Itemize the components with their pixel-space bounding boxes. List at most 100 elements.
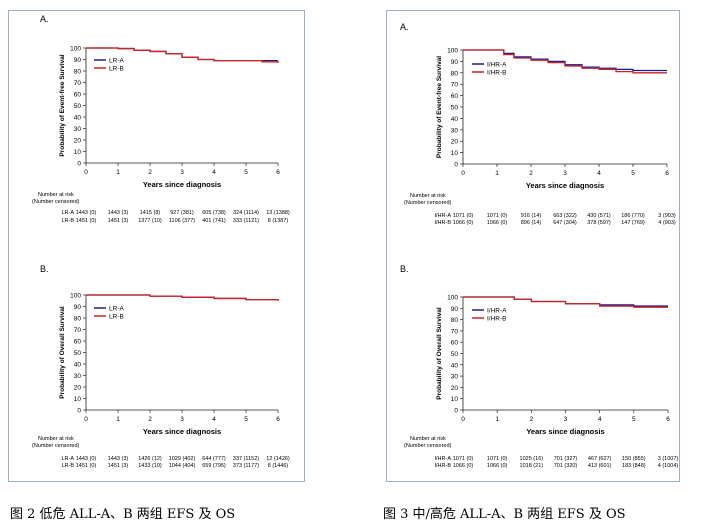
risk-header-0-1: (Number censored) — [32, 199, 80, 205]
y-tick-label-0-9: 90 — [74, 57, 82, 64]
risk-value-3-0-0: 1071 (0) — [453, 456, 474, 462]
risk-value-3-0-5: 150 (855) — [622, 456, 646, 462]
y-tick-label-0-6: 60 — [74, 92, 82, 99]
y-tick-label-2-3: 30 — [451, 127, 459, 134]
risk-row-label-2-1: I/HR-B — [435, 220, 452, 226]
y-axis-label-1: Probability of Overall Survival — [59, 306, 66, 399]
risk-header-0-0: Number at risk — [38, 192, 74, 198]
risk-value-0-1-0: 1451 (0) — [76, 218, 97, 224]
y-tick-label-1-8: 80 — [74, 316, 82, 323]
y-tick-label-0-5: 50 — [74, 103, 82, 110]
x-tick-label-3-0: 0 — [461, 416, 465, 423]
risk-value-3-0-2: 1025 (16) — [520, 456, 544, 462]
risk-value-3-0-4: 467 (627) — [588, 456, 612, 462]
risk-header-3-0: Number at risk — [410, 436, 446, 442]
x-tick-label-1-2: 2 — [148, 416, 152, 423]
y-tick-label-3-3: 30 — [451, 374, 459, 381]
risk-value-2-0-5: 186 (770) — [621, 213, 645, 219]
risk-value-3-1-6: 4 (1004) — [658, 463, 679, 469]
risk-value-0-1-3: 1106 (377) — [169, 218, 195, 224]
series-line-2-1 — [463, 49, 667, 74]
y-tick-label-0-10: 100 — [70, 46, 81, 53]
x-tick-label-2-5: 5 — [631, 170, 635, 177]
risk-value-0-0-3: 927 (381) — [170, 210, 194, 216]
risk-value-2-1-5: 147 (769) — [621, 220, 645, 226]
x-tick-label-0-1: 1 — [116, 169, 120, 176]
y-tick-label-3-2: 20 — [451, 385, 459, 392]
x-tick-label-1-3: 3 — [180, 416, 184, 423]
legend-label-1-0: LR-A — [109, 306, 124, 313]
risk-value-0-0-0: 1443 (0) — [76, 210, 97, 216]
legend-label-3-1: I/HR-B — [487, 316, 507, 323]
x-axis-label-3: Years since diagnosis — [526, 427, 604, 436]
risk-value-1-1-6: 8 (1446) — [268, 463, 289, 469]
risk-row-label-1-1: LR-B — [61, 463, 74, 469]
risk-value-3-1-4: 413 (601) — [588, 463, 612, 469]
y-tick-label-2-9: 90 — [451, 59, 459, 66]
y-tick-label-2-8: 80 — [451, 70, 459, 77]
y-tick-label-2-5: 50 — [451, 105, 459, 112]
risk-value-3-0-3: 701 (327) — [554, 456, 578, 462]
x-tick-label-2-1: 1 — [495, 170, 499, 177]
risk-value-3-1-5: 183 (848) — [622, 463, 646, 469]
x-tick-label-3-3: 3 — [564, 416, 568, 423]
series-line-1-1 — [86, 294, 279, 301]
risk-value-0-0-1: 1443 (3) — [108, 210, 129, 216]
risk-value-2-0-3: 663 (322) — [553, 213, 577, 219]
risk-header-1-0: Number at risk — [38, 436, 74, 442]
risk-row-label-0-0: LR-A — [61, 210, 74, 216]
y-tick-label-2-0: 0 — [454, 162, 458, 169]
risk-row-label-1-0: LR-A — [61, 456, 74, 462]
y-tick-label-0-2: 20 — [74, 138, 82, 145]
risk-row-label-0-1: LR-B — [61, 218, 74, 224]
x-tick-label-0-4: 4 — [212, 169, 216, 176]
risk-value-3-1-1: 1066 (0) — [487, 463, 508, 469]
x-tick-label-1-1: 1 — [116, 416, 120, 423]
risk-value-3-1-0: 1066 (0) — [453, 463, 474, 469]
y-tick-label-3-8: 80 — [451, 317, 459, 324]
y-tick-label-0-8: 80 — [74, 69, 82, 76]
x-tick-label-2-6: 6 — [665, 170, 669, 177]
risk-value-1-0-3: 1029 (402) — [169, 456, 196, 462]
risk-value-0-0-4: 605 (738) — [202, 210, 226, 216]
y-tick-label-3-1: 10 — [451, 396, 459, 403]
figure2-caption: 图 2 低危 ALL-A、B 两组 EFS 及 OS — [10, 507, 236, 522]
panel-label-2: A. — [400, 22, 409, 32]
x-tick-label-0-0: 0 — [84, 169, 88, 176]
legend-label-0-0: LR-A — [109, 58, 124, 65]
y-tick-label-1-9: 90 — [74, 304, 82, 311]
risk-value-0-0-5: 324 (1114) — [233, 210, 259, 216]
y-tick-label-2-4: 40 — [451, 116, 459, 123]
y-tick-label-3-9: 90 — [451, 306, 459, 313]
x-tick-label-1-5: 5 — [244, 416, 248, 423]
risk-value-1-0-0: 1443 (0) — [76, 456, 97, 462]
risk-value-3-1-2: 1018 (21) — [520, 463, 544, 469]
risk-value-1-1-2: 1433 (10) — [138, 463, 162, 469]
x-tick-label-1-0: 0 — [84, 416, 88, 423]
y-tick-label-1-6: 60 — [74, 339, 82, 346]
x-tick-label-0-3: 3 — [180, 169, 184, 176]
risk-value-0-1-6: 8 (1387) — [268, 218, 289, 224]
risk-row-label-3-1: I/HR-B — [435, 463, 452, 469]
y-tick-label-0-7: 70 — [74, 80, 82, 87]
series-line-0-1 — [86, 47, 279, 63]
x-tick-label-3-5: 5 — [632, 416, 636, 423]
y-tick-label-3-6: 60 — [451, 340, 459, 347]
y-tick-label-0-4: 40 — [74, 115, 82, 122]
risk-value-2-0-2: 916 (14) — [521, 213, 542, 219]
y-tick-label-3-7: 70 — [451, 328, 459, 335]
risk-value-3-0-1: 1071 (0) — [487, 456, 508, 462]
x-tick-label-0-6: 6 — [276, 169, 280, 176]
x-tick-label-3-6: 6 — [666, 416, 670, 423]
y-tick-label-2-1: 10 — [451, 150, 459, 157]
x-tick-label-2-3: 3 — [563, 170, 567, 177]
risk-value-0-1-2: 1377 (10) — [138, 218, 162, 224]
risk-value-1-1-0: 1451 (0) — [76, 463, 97, 469]
y-tick-label-3-0: 0 — [454, 408, 458, 415]
risk-value-1-0-5: 337 (1152) — [233, 456, 259, 462]
risk-value-1-1-4: 659 (795) — [202, 463, 226, 469]
y-tick-label-3-5: 50 — [451, 351, 459, 358]
y-tick-label-1-4: 40 — [74, 362, 82, 369]
y-tick-label-1-1: 10 — [74, 396, 82, 403]
x-tick-label-2-2: 2 — [529, 170, 533, 177]
